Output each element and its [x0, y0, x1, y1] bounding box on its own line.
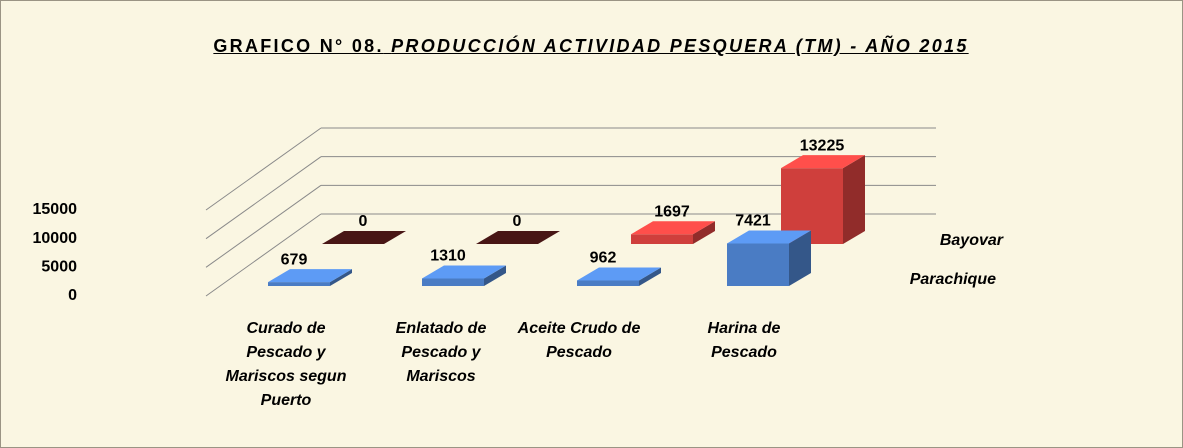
x-tick-label: Enlatado de Pescado y Mariscos — [395, 320, 487, 385]
value-label: 13225 — [800, 137, 845, 154]
bar-top — [268, 269, 352, 283]
bar-top — [577, 267, 661, 281]
bar-side — [693, 221, 715, 244]
bar-front — [727, 243, 789, 286]
y-tick-label: 0 — [68, 287, 77, 304]
bar-side — [639, 267, 661, 286]
bar-top — [631, 221, 715, 235]
value-label: 679 — [281, 251, 308, 268]
grid-line — [205, 156, 322, 240]
grid-line — [205, 127, 322, 211]
bar-top — [727, 230, 811, 244]
bar-front — [631, 234, 693, 244]
y-tick-label: 15000 — [33, 201, 78, 218]
y-tick-label: 5000 — [41, 259, 77, 276]
bar-top — [422, 265, 506, 279]
bar-front — [422, 278, 484, 286]
bar-top — [322, 231, 406, 244]
bar-top — [781, 155, 865, 169]
x-tick-label: Harina de Pescado — [707, 320, 781, 361]
value-label: 7421 — [735, 213, 771, 230]
title-text: PRODUCCIÓN ACTIVIDAD PESQUERA (TM) - AÑO… — [391, 36, 969, 56]
legend-label: Bayovar — [940, 232, 1004, 249]
x-tick-label: Aceite Crudo de Pescado — [517, 320, 641, 361]
bar-top — [476, 231, 560, 244]
value-label: 0 — [359, 213, 368, 230]
grid-line — [205, 213, 322, 297]
x-tick-label: Curado de Pescado y Mariscos segun Puert… — [225, 320, 347, 409]
bar-front — [268, 282, 330, 286]
bar-side — [484, 265, 506, 286]
value-label: 1697 — [654, 203, 690, 220]
bar-front — [577, 280, 639, 286]
chart-title: GRAFICO N° 08. PRODUCCIÓN ACTIVIDAD PESQ… — [151, 31, 1031, 61]
title-prefix: GRAFICO N° 08. — [213, 36, 384, 56]
bar-side — [330, 269, 352, 286]
legend-label: Parachique — [910, 271, 996, 288]
bar-side — [789, 230, 811, 286]
value-label: 0 — [513, 213, 522, 230]
value-label: 1310 — [430, 248, 466, 265]
value-label: 962 — [590, 250, 617, 267]
bar-side — [843, 155, 865, 244]
y-tick-label: 10000 — [33, 230, 78, 247]
grid-line — [205, 184, 322, 268]
